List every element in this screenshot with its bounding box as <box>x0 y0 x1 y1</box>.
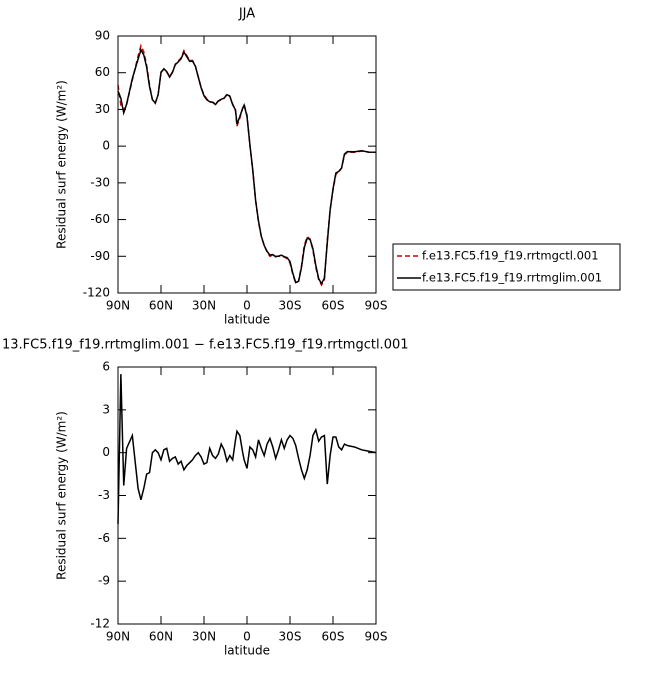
chart-title: JJA <box>238 7 255 22</box>
y-tick-label: -120 <box>83 286 110 300</box>
x-tick-label: 0 <box>243 630 251 644</box>
y-tick-label: -6 <box>98 531 110 545</box>
x-tick-label: 60S <box>322 630 345 644</box>
data-line <box>117 47 377 286</box>
y-tick-label: 30 <box>95 102 110 116</box>
chart-title: 13.FC5.f19_f19.rrtmglim.001 − f.e13.FC5.… <box>2 338 409 353</box>
x-tick-label: 90S <box>365 630 388 644</box>
x-tick-label: 60N <box>149 630 173 644</box>
data-line <box>117 43 376 287</box>
legend-box <box>392 243 621 291</box>
y-tick-label: 90 <box>95 29 110 43</box>
x-tick-label: 60N <box>149 299 173 313</box>
y-tick-label: 6 <box>102 360 110 374</box>
y-tick-label: 60 <box>95 65 110 79</box>
y-tick-label: 0 <box>102 445 110 459</box>
x-tick-label: 90N <box>106 630 130 644</box>
y-tick-label: 0 <box>102 139 110 153</box>
x-axis-label: latitude <box>224 313 270 327</box>
y-axis-label: Residual surf energy (W/m²) <box>55 80 69 249</box>
legend-label: f.e13.FC5.f19_f19.rrtmgctl.001 <box>422 249 599 263</box>
plot-frame <box>117 35 377 294</box>
data-line <box>117 374 377 525</box>
x-tick-label: 0 <box>243 299 251 313</box>
x-tick-label: 30N <box>192 630 216 644</box>
x-tick-label: 60S <box>322 299 345 313</box>
x-axis-label: latitude <box>224 644 270 658</box>
y-tick-label: -3 <box>98 488 110 502</box>
y-tick-label: -60 <box>90 212 110 226</box>
x-tick-label: 90N <box>106 299 130 313</box>
y-tick-label: -12 <box>90 617 110 631</box>
x-tick-label: 90S <box>365 299 388 313</box>
x-tick-label: 30S <box>279 630 302 644</box>
legend-label: f.e13.FC5.f19_f19.rrtmglim.001 <box>422 271 602 285</box>
y-tick-label: -90 <box>90 249 110 263</box>
y-tick-label: 3 <box>102 402 110 416</box>
y-tick-label: -9 <box>98 574 110 588</box>
x-tick-label: 30N <box>192 299 216 313</box>
x-tick-label: 30S <box>279 299 302 313</box>
y-tick-label: -30 <box>90 175 110 189</box>
y-axis-label: Residual surf energy (W/m²) <box>55 411 69 580</box>
plot-frame <box>117 366 377 625</box>
